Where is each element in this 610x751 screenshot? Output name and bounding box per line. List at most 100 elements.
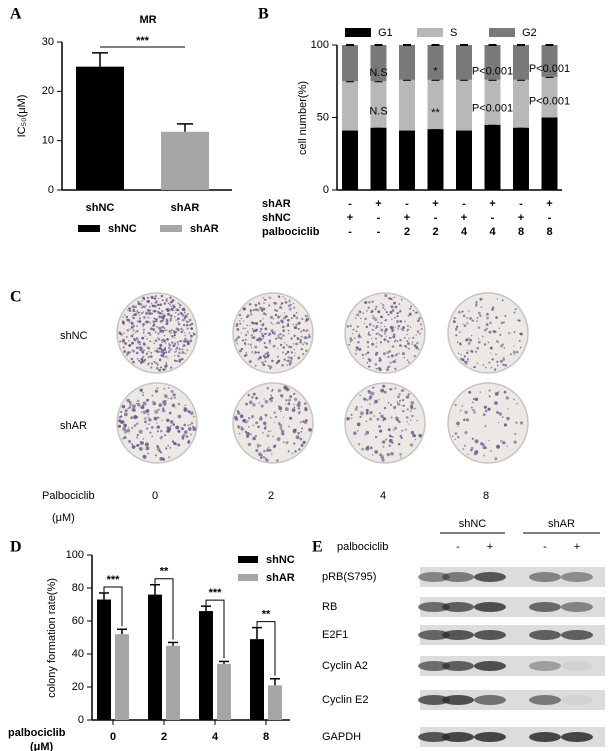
colony — [160, 429, 163, 433]
colony — [140, 312, 144, 315]
colony — [175, 425, 180, 430]
colony — [250, 311, 252, 313]
bar-segment — [484, 79, 501, 125]
colony — [262, 431, 264, 434]
colony — [272, 444, 277, 449]
colony — [477, 311, 481, 315]
colony — [281, 363, 284, 367]
colony — [152, 320, 156, 324]
colony — [124, 430, 127, 434]
colony — [361, 353, 364, 356]
colony — [171, 341, 174, 344]
colony — [388, 438, 393, 443]
blot-strip — [418, 567, 605, 587]
colony — [389, 310, 393, 314]
colony — [276, 355, 279, 358]
colony — [166, 329, 168, 331]
colony — [358, 315, 360, 317]
colony — [503, 423, 508, 427]
colony — [392, 429, 395, 431]
condition: - — [377, 212, 381, 224]
colony — [411, 341, 414, 344]
annotation: * — [433, 66, 438, 78]
colony — [122, 426, 127, 431]
colony — [281, 432, 285, 436]
colony — [363, 322, 365, 325]
colony — [186, 327, 189, 330]
colony — [377, 321, 379, 324]
colony — [467, 360, 470, 362]
colony — [499, 333, 502, 336]
colony — [374, 353, 378, 356]
colony — [406, 340, 409, 343]
blot-strip — [418, 597, 605, 617]
colony — [189, 334, 193, 338]
colony — [420, 323, 422, 326]
colony — [406, 346, 408, 349]
band — [442, 630, 474, 640]
colony — [154, 409, 159, 414]
colony — [123, 436, 127, 439]
colony — [276, 361, 279, 364]
colony — [396, 340, 399, 342]
colony — [138, 444, 140, 446]
colony — [390, 416, 393, 419]
colony — [161, 312, 164, 315]
colony — [236, 342, 238, 345]
colony — [357, 334, 361, 338]
colony — [296, 403, 301, 408]
blot-background — [420, 625, 605, 645]
colony — [416, 330, 420, 333]
colony — [170, 305, 172, 308]
bar-segment — [342, 81, 358, 131]
colony — [147, 355, 150, 359]
colony — [387, 401, 390, 404]
colony — [263, 342, 266, 345]
significance: *** — [209, 587, 223, 599]
y-tick-label: 60 — [72, 615, 84, 627]
colony — [182, 324, 186, 327]
colony — [380, 414, 384, 419]
y-tick-label: 0 — [78, 714, 84, 726]
colony — [389, 298, 392, 300]
colony — [410, 430, 415, 435]
bar — [97, 599, 111, 720]
colony — [184, 352, 187, 355]
protein-label: RB — [322, 601, 337, 613]
colony — [501, 299, 504, 302]
colony — [175, 350, 178, 352]
colony — [458, 310, 461, 314]
dose-label: 0 — [152, 490, 158, 502]
colony — [362, 312, 364, 315]
colony — [454, 438, 456, 441]
colony — [302, 329, 305, 332]
colony — [390, 305, 392, 308]
colony — [498, 412, 503, 416]
colony — [462, 323, 464, 325]
colony — [308, 333, 311, 336]
colony — [149, 305, 151, 308]
colony — [260, 415, 262, 418]
bar-segment — [399, 45, 415, 80]
colony — [190, 433, 193, 436]
colony — [279, 336, 283, 340]
colony — [467, 341, 471, 345]
colony — [285, 352, 288, 355]
colony — [266, 353, 270, 357]
colony — [264, 413, 268, 417]
colony — [239, 323, 242, 325]
colony — [256, 443, 260, 446]
colony — [268, 296, 270, 298]
colony — [148, 418, 152, 422]
colony — [378, 333, 381, 336]
colony — [185, 320, 187, 322]
colony — [408, 361, 410, 364]
bar-segment — [484, 45, 501, 80]
colony — [380, 325, 382, 328]
colony — [460, 353, 462, 356]
bar-segment — [541, 76, 558, 118]
colony — [482, 364, 485, 366]
annotation: P<0.001 — [529, 95, 570, 107]
colony — [474, 439, 479, 444]
colony — [178, 348, 181, 351]
